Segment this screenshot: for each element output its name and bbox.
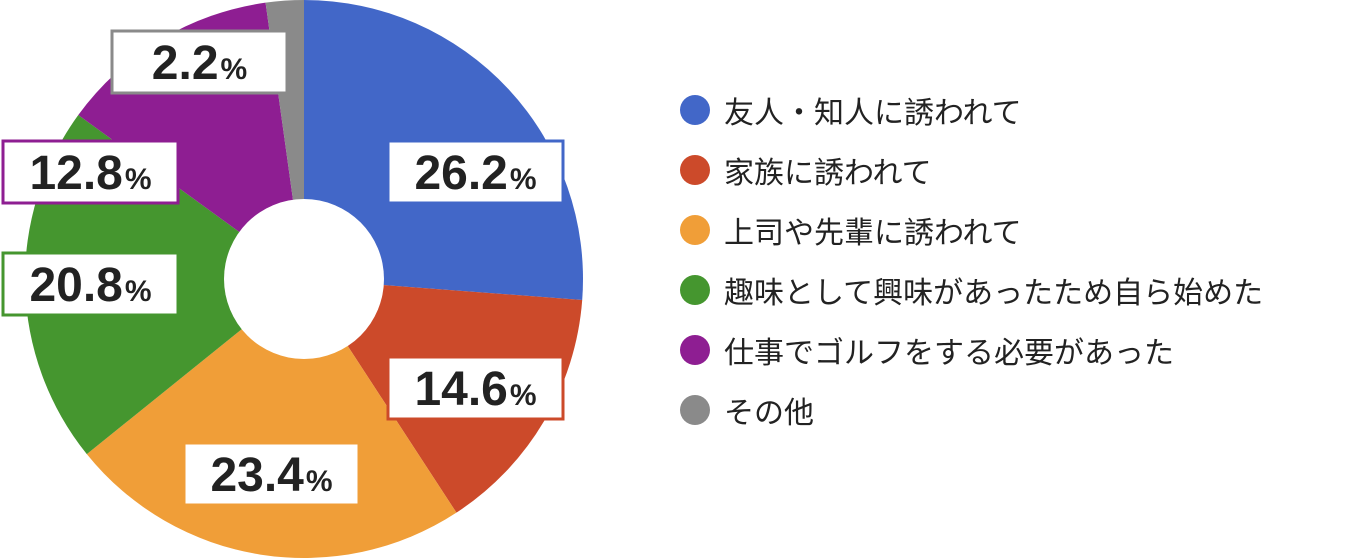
data-label-value: 14.6 — [414, 363, 507, 416]
data-label-percent: % — [510, 163, 537, 196]
legend-swatch-icon — [680, 275, 710, 305]
data-label-friends: 26.2% — [386, 139, 565, 205]
legend-swatch-icon — [680, 335, 710, 365]
data-label-value: 20.8 — [29, 259, 122, 312]
data-label-value: 26.2 — [414, 147, 507, 200]
data-label-value: 12.8 — [29, 147, 122, 200]
data-label-text: 14.6% — [414, 363, 536, 416]
pie-slice-boss — [86, 279, 457, 558]
data-label-percent: % — [125, 275, 152, 308]
data-label-percent: % — [306, 465, 333, 498]
legend-swatch-icon — [680, 395, 710, 425]
data-label-value: 23.4 — [210, 449, 304, 502]
legend-item-other: その他 — [680, 380, 1263, 440]
legend-swatch-icon — [680, 155, 710, 185]
data-label-box — [1, 251, 180, 317]
legend-item-family: 家族に誘われて — [680, 140, 1263, 200]
legend: 友人・知人に誘われて 家族に誘われて 上司や先輩に誘われて 趣味として興味があっ… — [680, 80, 1263, 440]
legend-label: 仕事でゴルフをする必要があった — [724, 336, 1174, 371]
legend-swatch-icon — [680, 95, 710, 125]
donut-hole — [224, 199, 384, 359]
data-label-text: 20.8% — [29, 259, 151, 312]
legend-item-hobby: 趣味として興味があったため自ら始めた — [680, 260, 1263, 320]
legend-label: その他 — [724, 396, 814, 431]
data-label-work: 12.8% — [1, 139, 180, 205]
data-label-text: 2.2% — [152, 37, 247, 90]
donut-chart: 26.2%14.6%23.4%20.8%12.8%2.2% — [1, 0, 583, 558]
data-label-text: 12.8% — [29, 147, 151, 200]
data-label-percent: % — [510, 379, 537, 412]
legend-item-boss: 上司や先輩に誘われて — [680, 200, 1263, 260]
legend-item-friends: 友人・知人に誘われて — [680, 80, 1263, 140]
data-label-box — [386, 139, 565, 205]
data-label-hobby: 20.8% — [1, 251, 180, 317]
data-label-box — [1, 139, 180, 205]
legend-swatch-icon — [680, 215, 710, 245]
legend-item-work: 仕事でゴルフをする必要があった — [680, 320, 1263, 380]
data-label-value: 2.2 — [152, 37, 219, 90]
legend-label: 友人・知人に誘われて — [724, 96, 1022, 131]
data-label-other: 2.2% — [110, 29, 289, 95]
legend-label: 上司や先輩に誘われて — [724, 216, 1022, 251]
data-label-box — [386, 355, 565, 421]
data-label-family: 14.6% — [386, 355, 565, 421]
data-labels: 26.2%14.6%23.4%20.8%12.8%2.2% — [1, 29, 565, 507]
data-label-box — [110, 29, 289, 95]
data-label-percent: % — [125, 163, 152, 196]
legend-label: 趣味として興味があったため自ら始めた — [724, 276, 1264, 311]
data-label-box — [182, 441, 361, 507]
legend-label: 家族に誘われて — [724, 156, 932, 191]
data-label-text: 23.4% — [210, 449, 332, 502]
data-label-text: 26.2% — [414, 147, 536, 200]
data-label-boss: 23.4% — [182, 441, 361, 507]
data-label-percent: % — [221, 53, 248, 86]
